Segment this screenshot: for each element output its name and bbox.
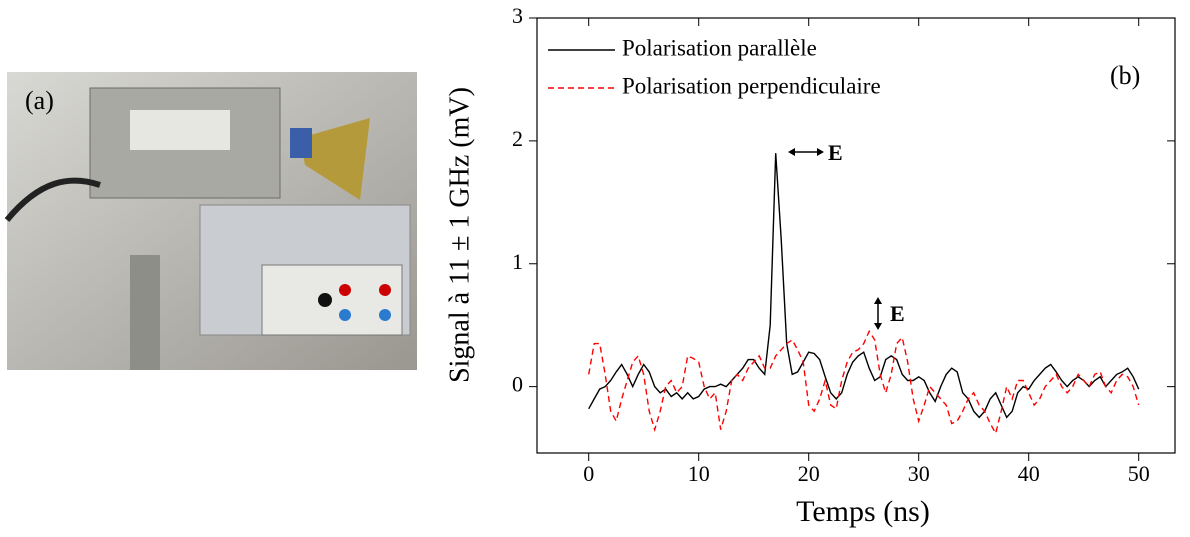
panel-label: (b) xyxy=(1110,61,1140,90)
x-tick-label: 0 xyxy=(583,461,594,486)
photo: (a) xyxy=(4,72,417,370)
knob xyxy=(339,309,351,321)
knob xyxy=(379,284,391,296)
data-line xyxy=(588,329,1140,436)
y-axis-label: Signal à 11 ± 1 GHz (mV) xyxy=(444,87,475,383)
annotation: E xyxy=(890,301,905,326)
knob xyxy=(318,293,332,307)
data-line xyxy=(588,153,1140,419)
x-axis-label: Temps (ns) xyxy=(796,495,930,528)
x-tick-label: 30 xyxy=(908,461,930,486)
legend-label: Polarisation perpendiculaire xyxy=(622,73,881,98)
horn-antenna xyxy=(300,118,370,200)
chart: (b) Temps (ns) Signal à 11 ± 1 GHz (mV) … xyxy=(444,3,1176,528)
arrow-head xyxy=(788,148,795,156)
annotation: E xyxy=(828,140,843,165)
knob xyxy=(339,284,351,296)
arrow-head xyxy=(874,297,882,304)
knob xyxy=(379,309,391,321)
y-tick-label: 3 xyxy=(512,3,523,28)
y-tick-label: 0 xyxy=(512,372,523,397)
connector xyxy=(290,128,312,158)
legend-label: Polarisation parallèle xyxy=(622,35,817,60)
plate-window xyxy=(130,110,230,150)
panel-label: (a) xyxy=(25,86,54,115)
arrow-head xyxy=(874,323,882,330)
x-tick-label: 50 xyxy=(1128,461,1150,486)
y-tick-label: 2 xyxy=(512,126,523,151)
cable xyxy=(4,177,101,222)
y-tick-label: 1 xyxy=(512,249,523,274)
plot-frame xyxy=(536,17,1176,454)
arrow-head xyxy=(817,148,824,156)
x-tick-label: 10 xyxy=(688,461,710,486)
x-tick-label: 20 xyxy=(798,461,820,486)
x-tick-label: 40 xyxy=(1018,461,1040,486)
stand xyxy=(130,255,160,370)
